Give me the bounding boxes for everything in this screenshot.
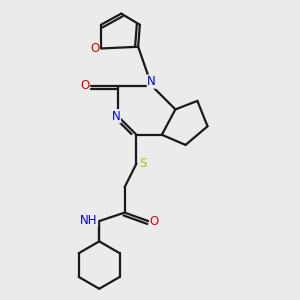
Text: N: N [147,75,156,88]
Text: S: S [140,157,147,170]
Text: N: N [112,110,121,123]
Text: O: O [150,214,159,228]
Text: O: O [90,42,100,55]
Text: NH: NH [80,214,98,226]
Text: O: O [80,79,89,92]
